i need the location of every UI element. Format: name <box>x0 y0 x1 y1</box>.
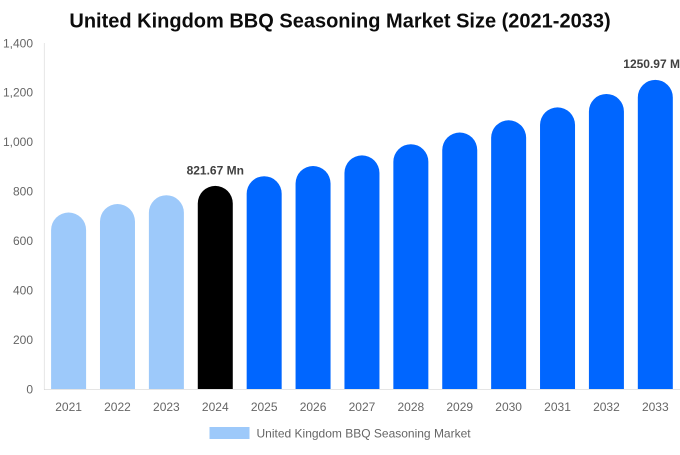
svg-text:200: 200 <box>13 333 33 347</box>
svg-text:2023: 2023 <box>153 400 180 414</box>
svg-text:2024: 2024 <box>202 400 229 414</box>
svg-text:2022: 2022 <box>104 400 131 414</box>
svg-text:1,000: 1,000 <box>3 135 33 149</box>
svg-text:800: 800 <box>13 185 33 199</box>
svg-text:2033: 2033 <box>642 400 669 414</box>
svg-text:2028: 2028 <box>397 400 424 414</box>
svg-text:1,400: 1,400 <box>3 36 33 50</box>
svg-text:2032: 2032 <box>593 400 620 414</box>
svg-text:600: 600 <box>13 234 33 248</box>
svg-text:2029: 2029 <box>446 400 473 414</box>
svg-text:821.67 Mn: 821.67 Mn <box>187 164 244 178</box>
svg-text:400: 400 <box>13 283 33 297</box>
svg-text:2027: 2027 <box>349 400 376 414</box>
svg-text:1,200: 1,200 <box>3 86 33 100</box>
svg-text:2030: 2030 <box>495 400 522 414</box>
svg-text:United Kingdom BBQ Seasoning M: United Kingdom BBQ Seasoning Market <box>257 427 472 441</box>
svg-text:1250.97 Mn: 1250.97 Mn <box>623 57 680 71</box>
svg-text:2021: 2021 <box>55 400 82 414</box>
svg-text:0: 0 <box>26 382 33 396</box>
svg-text:2026: 2026 <box>300 400 327 414</box>
svg-text:2031: 2031 <box>544 400 571 414</box>
svg-text:2025: 2025 <box>251 400 278 414</box>
svg-text:United Kingdom BBQ Seasoning M: United Kingdom BBQ Seasoning Market Size… <box>69 10 610 32</box>
